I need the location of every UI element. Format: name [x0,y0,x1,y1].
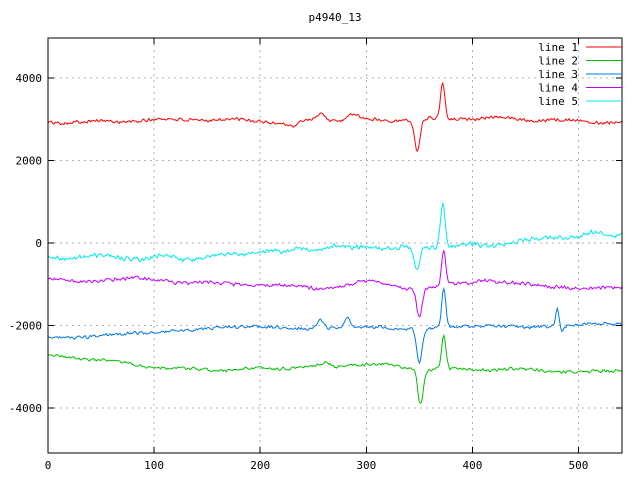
legend-label: line 1 [538,41,578,54]
plot-border [47,37,623,454]
series-line-4 [48,250,622,318]
legend-label: line 2 [538,55,578,68]
legend-label: line 5 [538,95,578,108]
y-tick-label: -2000 [9,320,42,333]
y-tick-label: 2000 [16,155,43,168]
x-tick-label: 200 [250,459,270,472]
x-tick-label: 400 [462,459,482,472]
x-tick-label: 100 [144,459,164,472]
x-tick-label: 500 [569,459,589,472]
series-line-1 [48,82,622,153]
chart-title: p4940_13 [309,11,362,24]
plot-frame [47,37,623,454]
series-line-3 [48,286,622,365]
series-line-2 [48,333,622,404]
series-layer [48,82,622,404]
axis-labels: 0 100 200 300 400 500 -4000 -2000 0 2000 4000 [9,72,589,472]
y-tick-label: 0 [35,237,42,250]
series-line-5 [48,202,622,270]
y-tick-label: -4000 [9,402,42,415]
legend-label: line 4 [538,82,578,95]
legend-label: line 3 [538,68,578,81]
x-tick-label: 300 [356,459,376,472]
x-tick-label: 0 [45,459,52,472]
y-tick-label: 4000 [16,72,43,85]
